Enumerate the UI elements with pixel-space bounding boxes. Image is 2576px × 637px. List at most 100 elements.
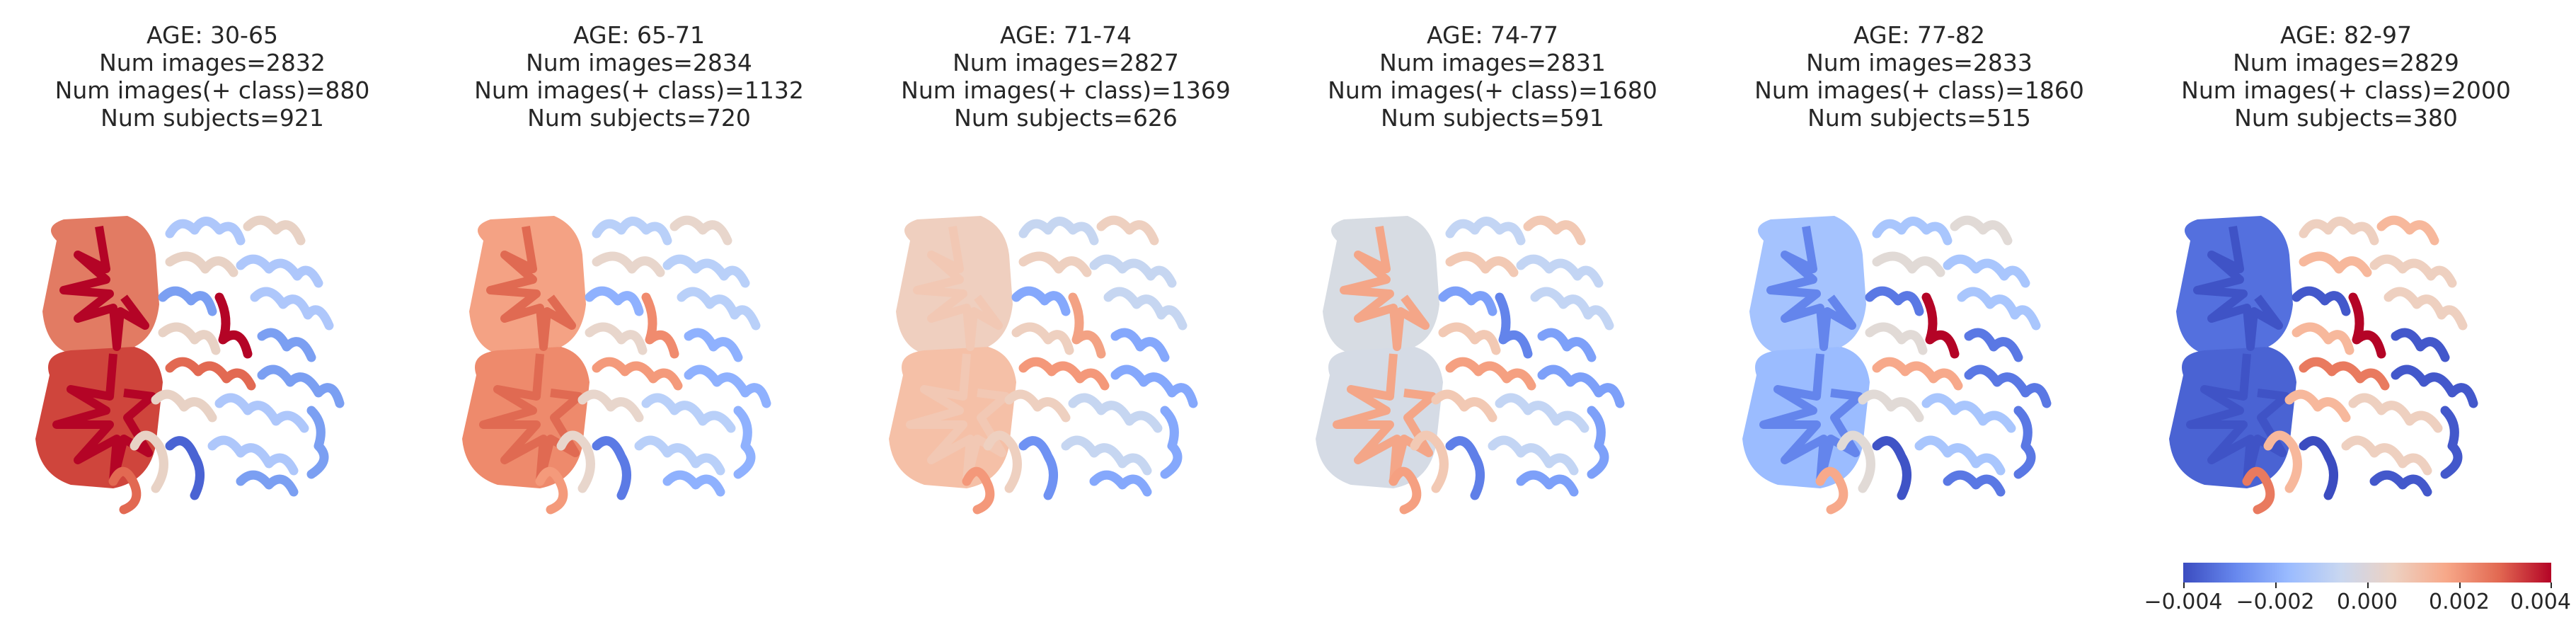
cortical-gyrus: [1160, 406, 1183, 479]
colorbar-tick-label: −0.004: [2144, 590, 2223, 614]
cortical-gyrus: [2299, 357, 2390, 391]
panel-0: AGE: 30-65 Num images=2832 Num images(+ …: [14, 0, 410, 637]
cortical-gyrus: [108, 466, 142, 515]
cortical-gyrus: [1018, 217, 1099, 246]
cortical-gyrus: [634, 435, 725, 476]
cortical-gyrus: [2348, 393, 2443, 433]
colorbar-tick-label: −0.002: [2236, 590, 2315, 614]
cortical-gyrus: [535, 466, 568, 515]
num-subjects-label: Num subjects=626: [954, 104, 1178, 132]
cortical-gyrus: [1943, 254, 2030, 288]
colorbar-tick: [2459, 583, 2461, 588]
arbor-vitae-lower: [2186, 353, 2290, 486]
arbor-vitae-upper: [1766, 226, 1856, 351]
cortical-gyrus: [2242, 466, 2275, 515]
cortical-gyrus: [1410, 430, 1449, 493]
age-label: AGE: 30-65: [146, 21, 278, 49]
cortical-gyrus: [1438, 322, 1501, 355]
cortical-gyrus: [1011, 322, 1074, 355]
cortical-gyrus: [158, 286, 217, 316]
cortical-gyrus: [1061, 435, 1152, 476]
cortical-gyrus: [585, 286, 644, 316]
num-images-label: Num images=2827: [953, 49, 1179, 76]
age-label: AGE: 65-71: [573, 21, 705, 49]
cortical-gyrus: [1836, 430, 1875, 493]
cortical-gyrus: [1587, 406, 1609, 479]
cortical-gyrus: [2369, 470, 2432, 497]
num-images-label: Num images=2834: [526, 49, 752, 76]
cortical-gyrus: [1943, 470, 2006, 497]
colorbar-tick-label: 0.000: [2337, 590, 2398, 614]
age-label: AGE: 74-77: [1427, 21, 1558, 49]
cortical-gyrus: [1445, 251, 1519, 277]
age-label: AGE: 82-97: [2280, 21, 2412, 49]
cortical-gyrus: [1516, 470, 1579, 497]
arbor-vitae-lower: [1759, 353, 1863, 486]
cortical-gyrus: [2391, 365, 2478, 408]
brain-saliency-map: [2169, 215, 2478, 515]
num-subjects-label: Num subjects=921: [100, 104, 324, 132]
cortical-gyrus: [962, 466, 995, 515]
cortical-gyrus: [556, 430, 595, 493]
cerebellum-lower-lobe: [2169, 347, 2296, 488]
cortical-gyrus: [1516, 254, 1604, 288]
brain-saliency-map: [889, 215, 1198, 515]
cortical-gyrus: [2384, 287, 2468, 331]
cortical-gyrus: [165, 251, 238, 277]
cortical-gyrus: [1865, 286, 1924, 316]
cortical-gyrus: [1445, 357, 1536, 391]
cortical-gyrus: [1445, 217, 1526, 246]
cortical-gyrus: [2341, 435, 2432, 476]
colorbar-tick: [2551, 583, 2552, 588]
cortical-gyrus: [1872, 251, 1945, 277]
cortical-gyrus: [257, 328, 316, 362]
cerebellum-lower-lobe: [1316, 347, 1443, 488]
num-images-label: Num images=2833: [1806, 49, 2032, 76]
cortical-gyrus: [1921, 292, 1960, 359]
cortical-gyrus: [2299, 251, 2372, 277]
cerebellum-lower-lobe: [462, 347, 590, 488]
colorbar-tick-label: 0.002: [2429, 590, 2490, 614]
age-label: AGE: 71-74: [1000, 21, 1132, 49]
num-subjects-label: Num subjects=591: [1381, 104, 1604, 132]
cortical-gyrus: [2263, 430, 2302, 493]
colorbar-tick-label: 0.004: [2510, 590, 2571, 614]
arbor-vitae-lower: [1333, 353, 1437, 486]
cortical-gyrus: [306, 406, 329, 479]
cortical-gyrus: [2284, 389, 2351, 423]
cortical-gyrus: [2369, 254, 2457, 288]
panel-title: AGE: 71-74 Num images=2827 Num images(+ …: [868, 21, 1264, 132]
cortical-gyrus: [236, 254, 323, 288]
cortical-gyrus: [641, 292, 679, 359]
num-positive-images-label: Num images(+ class)=1369: [901, 76, 1231, 104]
cortical-gyrus: [1815, 466, 1848, 515]
cortical-gyrus: [1921, 393, 2016, 433]
num-subjects-label: Num subjects=380: [2234, 104, 2458, 132]
cortical-gyrus: [1089, 254, 1177, 288]
cortical-gyrus: [1495, 292, 1533, 359]
cortical-gyrus: [1018, 436, 1058, 500]
cortical-gyrus: [662, 254, 750, 288]
colorbar: −0.004 −0.002 0.000 0.002 0.004: [2144, 563, 2571, 633]
brain-saliency-map: [1316, 215, 1625, 515]
cortical-gyrus: [1445, 436, 1485, 500]
cortical-gyrus: [1523, 215, 1586, 246]
cortical-gyrus: [165, 357, 256, 391]
cortical-gyrus: [2299, 436, 2338, 500]
cerebellum-lower-lobe: [1742, 347, 1870, 488]
cortical-gyrus: [1872, 436, 1911, 500]
age-label: AGE: 77-82: [1853, 21, 1985, 49]
panel-3: AGE: 74-77 Num images=2831 Num images(+ …: [1294, 0, 1691, 637]
colorbar-gradient: [2183, 563, 2551, 583]
arbor-vitae-lower: [906, 353, 1010, 486]
num-subjects-label: Num subjects=720: [527, 104, 751, 132]
panel-title: AGE: 65-71 Num images=2834 Num images(+ …: [441, 21, 837, 132]
cortical-gyrus: [1068, 292, 1106, 359]
cortical-gyrus: [983, 430, 1022, 493]
num-subjects-label: Num subjects=515: [1807, 104, 2031, 132]
cortical-gyrus: [2292, 322, 2354, 355]
num-images-label: Num images=2829: [2233, 49, 2459, 76]
cortical-gyrus: [1110, 328, 1170, 362]
cortical-gyrus: [677, 287, 761, 331]
cortical-gyrus: [1488, 435, 1579, 476]
